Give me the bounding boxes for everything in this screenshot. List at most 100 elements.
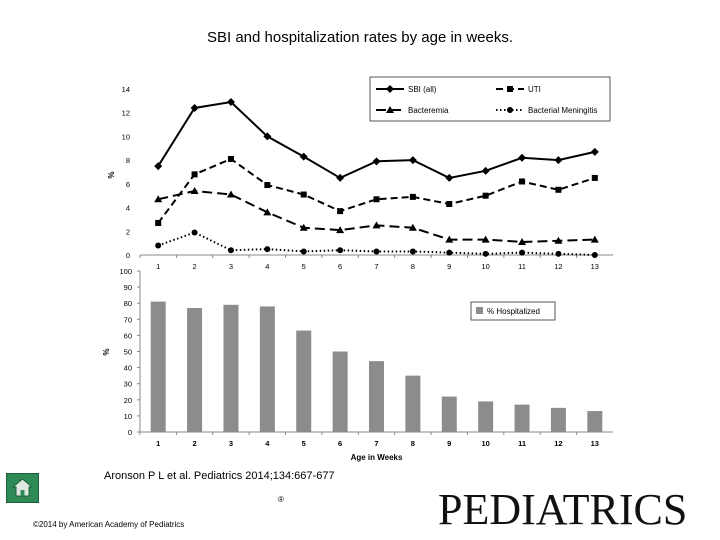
line-point-circle bbox=[191, 229, 198, 236]
logo-registered-mark: ® bbox=[278, 495, 284, 504]
bar-legend-label: % Hospitalized bbox=[487, 307, 540, 316]
bar-y-tick-label: 20 bbox=[124, 396, 132, 405]
line-point-circle bbox=[300, 248, 307, 255]
bar-hospitalized bbox=[259, 306, 275, 432]
line-point-circle bbox=[591, 252, 598, 258]
bar-hospitalized bbox=[150, 301, 166, 432]
bar-x-tick-label: 2 bbox=[192, 439, 196, 448]
line-point-circle bbox=[409, 248, 416, 255]
line-y-tick-label: 12 bbox=[122, 109, 130, 118]
line-point-triangle bbox=[445, 235, 454, 243]
line-point-circle bbox=[227, 247, 234, 254]
bar-hospitalized bbox=[223, 304, 239, 432]
bar-y-tick-label: 70 bbox=[124, 315, 132, 324]
home-button[interactable] bbox=[6, 473, 39, 503]
line-point-square bbox=[482, 192, 489, 199]
line-legend-marker bbox=[386, 106, 394, 113]
bar-x-tick-label: 6 bbox=[338, 439, 342, 448]
line-point-triangle bbox=[263, 208, 272, 216]
line-legend-label: UTI bbox=[528, 85, 541, 94]
bar-hospitalized bbox=[441, 396, 457, 432]
line-point-square bbox=[300, 191, 307, 198]
line-point-diamond bbox=[154, 162, 163, 171]
line-legend-marker bbox=[507, 86, 513, 92]
line-point-square bbox=[591, 174, 598, 181]
line-x-tick-label: 2 bbox=[192, 262, 196, 271]
line-point-triangle bbox=[372, 221, 381, 229]
line-x-tick-label: 5 bbox=[302, 262, 306, 271]
line-series-square bbox=[157, 157, 596, 224]
line-y-tick-label: 8 bbox=[126, 156, 130, 165]
line-x-tick-label: 4 bbox=[265, 262, 269, 271]
copyright: ©2014 by American Academy of Pediatrics bbox=[33, 520, 185, 529]
line-point-circle bbox=[482, 250, 489, 257]
bar-x-tick-label: 1 bbox=[156, 439, 160, 448]
bar-x-tick-label: 9 bbox=[447, 439, 451, 448]
line-legend-label: Bacteremia bbox=[408, 106, 449, 115]
bar-x-tick-label: 4 bbox=[265, 439, 270, 448]
bar-hospitalized bbox=[405, 375, 421, 432]
line-y-tick-label: 6 bbox=[126, 180, 130, 189]
line-x-tick-label: 1 bbox=[156, 262, 160, 271]
line-point-diamond bbox=[190, 103, 199, 112]
line-point-triangle bbox=[518, 237, 527, 245]
line-point-diamond bbox=[336, 173, 345, 182]
line-legend-marker bbox=[507, 107, 513, 113]
line-y-tick-label: 0 bbox=[126, 251, 130, 260]
line-point-triangle bbox=[481, 235, 490, 243]
bar-x-tick-label: 11 bbox=[518, 439, 526, 448]
line-point-diamond bbox=[226, 98, 235, 107]
bar-x-tick-label: 13 bbox=[591, 439, 599, 448]
bar-y-tick-label: 30 bbox=[124, 380, 132, 389]
bar-y-tick-label: 60 bbox=[124, 331, 132, 340]
bar-x-tick-label: 8 bbox=[411, 439, 415, 448]
slide-title: SBI and hospitalization rates by age in … bbox=[206, 29, 513, 46]
line-legend-label: Bacterial Meningitis bbox=[528, 106, 597, 115]
line-legend-marker bbox=[386, 85, 394, 93]
line-x-tick-label: 6 bbox=[338, 262, 342, 271]
line-point-square bbox=[264, 182, 271, 189]
line-point-diamond bbox=[445, 173, 454, 182]
line-point-circle bbox=[555, 250, 562, 257]
bar-x-tick-label: 10 bbox=[481, 439, 489, 448]
line-point-square bbox=[227, 155, 234, 162]
line-x-tick-label: 3 bbox=[229, 262, 233, 271]
line-point-triangle bbox=[299, 223, 308, 231]
bar-hospitalized bbox=[478, 401, 494, 432]
line-point-triangle bbox=[554, 236, 563, 244]
bar-y-tick-label: 50 bbox=[124, 348, 132, 357]
bar-y-axis-label: % bbox=[102, 348, 111, 355]
line-point-diamond bbox=[372, 157, 381, 166]
line-point-triangle bbox=[336, 226, 345, 234]
line-point-triangle bbox=[590, 235, 599, 243]
line-legend-box bbox=[369, 76, 611, 122]
line-point-triangle bbox=[226, 190, 235, 198]
line-point-diamond bbox=[590, 147, 599, 156]
line-point-square bbox=[155, 219, 162, 226]
line-point-circle bbox=[446, 249, 453, 256]
bar-hospitalized bbox=[550, 407, 566, 432]
journal-logo: PEDIATRICS bbox=[438, 485, 688, 534]
bar-hospitalized bbox=[587, 411, 603, 432]
line-x-tick-label: 12 bbox=[554, 262, 562, 271]
line-y-tick-label: 4 bbox=[126, 204, 130, 213]
bar-legend-swatch bbox=[476, 307, 483, 314]
line-y-tick-label: 14 bbox=[122, 85, 130, 94]
bar-x-tick-label: 3 bbox=[229, 439, 233, 448]
line-point-square bbox=[337, 208, 344, 215]
line-point-square bbox=[446, 201, 453, 208]
line-x-tick-label: 7 bbox=[374, 262, 378, 271]
line-point-diamond bbox=[408, 156, 417, 165]
line-y-tick-label: 10 bbox=[122, 132, 130, 141]
line-point-square bbox=[555, 186, 562, 193]
line-point-circle bbox=[337, 247, 344, 254]
line-x-tick-label: 10 bbox=[481, 262, 489, 271]
line-point-diamond bbox=[554, 156, 563, 165]
line-point-square bbox=[191, 171, 198, 178]
line-point-circle bbox=[519, 249, 526, 256]
bar-x-tick-label: 12 bbox=[554, 439, 562, 448]
line-point-diamond bbox=[263, 132, 272, 141]
